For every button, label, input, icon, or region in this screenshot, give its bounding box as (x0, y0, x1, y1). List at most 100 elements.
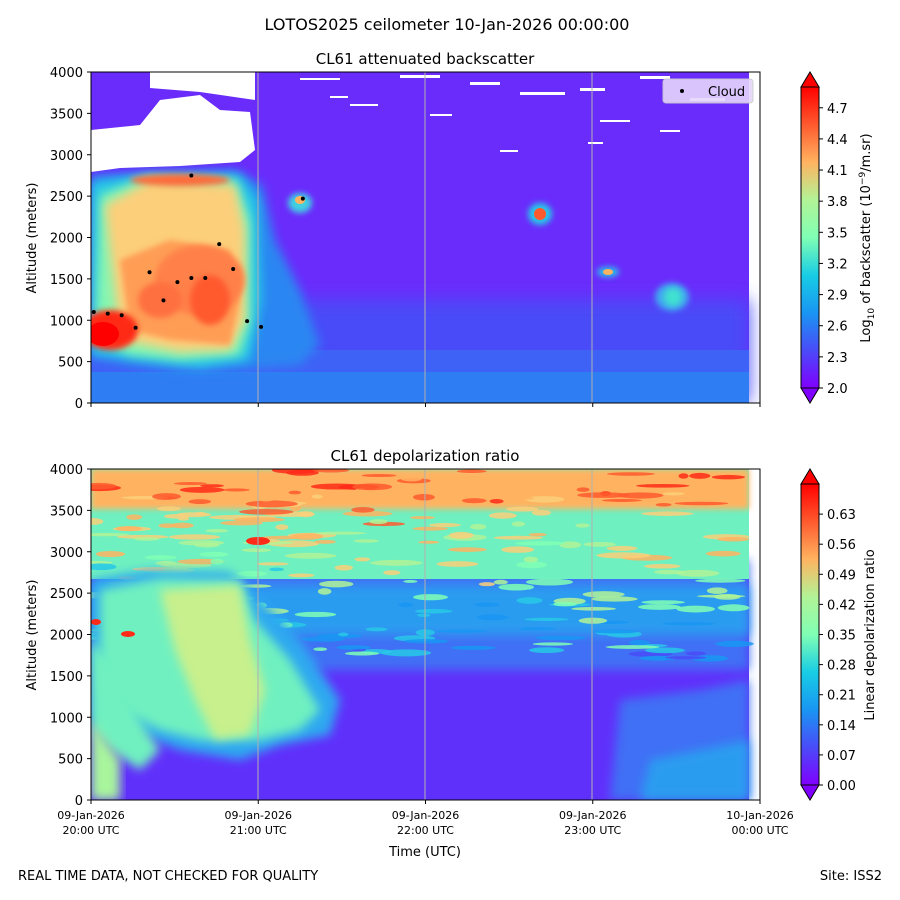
bottom-y-ticks: 0 500 1000 1500 2000 2500 3000 3500 4000 (50, 463, 91, 809)
legend: Cloud (662, 78, 754, 104)
colorbar-tick-label: 3.8 (827, 195, 848, 210)
noise-streak (194, 512, 207, 516)
noise-streak (269, 567, 285, 572)
noise-streak (576, 487, 590, 492)
noise-streak (403, 639, 449, 644)
noise-streak (152, 493, 182, 500)
colorbar-tick-label: 2.0 (827, 382, 848, 397)
noise-streak (156, 506, 181, 512)
noise-streak (591, 596, 638, 602)
noise-streak (336, 645, 371, 650)
noise-streak (628, 639, 651, 646)
bottom-x-ticks: 09-Jan-2026 20:00 UTC 09-Jan-2026 21:00 UTC… (57, 800, 794, 837)
noise-streak (354, 557, 371, 562)
noise-streak (678, 473, 689, 479)
noise-streak (501, 546, 535, 553)
noise-streak (678, 485, 707, 492)
colorbar-tick-label: 0.63 (827, 508, 856, 523)
depolarization-colorbar-label: Linear depolarization ratio (863, 549, 878, 720)
noise-streak (188, 499, 212, 505)
noise-streak (469, 523, 487, 530)
noise-streak (162, 567, 190, 572)
noise-streak (516, 597, 543, 604)
colorbar-tick-label: 2.6 (827, 320, 848, 335)
noise-streak (641, 511, 694, 516)
noise-streak (344, 651, 380, 656)
noise-streak (532, 642, 573, 646)
cloud-point (105, 311, 110, 316)
noise-streak (369, 519, 388, 525)
noise-streak (351, 507, 375, 513)
noise-streak (607, 472, 655, 476)
colorbar-tick-label: 0.42 (827, 598, 856, 613)
cloud-point (231, 266, 236, 271)
noise-streak (353, 539, 379, 543)
noise-streak (685, 651, 707, 656)
y-tick-label: 4000 (50, 66, 83, 81)
noise-streak (361, 473, 397, 478)
noise-streak (476, 614, 509, 621)
noise-streak (500, 496, 535, 501)
noise-streak (717, 604, 750, 612)
noise-streak (605, 645, 660, 649)
cloud-point (147, 270, 152, 275)
colorbar-tick-label: 0.07 (827, 749, 856, 764)
x-tick-date: 10-Jan-2026 (726, 809, 794, 822)
noise-streak (91, 533, 130, 537)
noise-streak (168, 534, 221, 540)
noise-streak (275, 524, 289, 530)
noise-streak (461, 498, 487, 504)
noise-streak (524, 496, 565, 503)
noise-streak (163, 513, 190, 519)
cloud-point (119, 313, 124, 318)
cloud-points (91, 173, 305, 330)
cloud-point (133, 325, 138, 330)
noise-streak (91, 482, 117, 490)
colorbar-tick-label: 0.00 (827, 779, 856, 794)
noise-streak (414, 608, 453, 614)
backscatter-colorbar: 2.0 2.3 2.6 2.9 3.2 3.5 3.8 4.1 4.4 4.7 Log10 of … (800, 71, 877, 404)
noise-streak (689, 472, 711, 479)
noise-streak (478, 582, 495, 587)
noise-streak (498, 583, 535, 591)
noise-streak (241, 548, 272, 553)
noise-streak (505, 506, 539, 512)
noise-streak (342, 510, 393, 517)
y-tick-label: 0 (75, 794, 83, 809)
noise-streak (583, 541, 616, 547)
noise-streak (413, 594, 449, 601)
x-tick-time: 21:00 UTC (230, 824, 287, 837)
top-x-ticks (90, 403, 761, 407)
colorbar-tick-label: 4.7 (827, 102, 848, 117)
footer-quality-note: REAL TIME DATA, NOT CHECKED FOR QUALITY (18, 869, 319, 884)
noise-streak (245, 500, 298, 508)
noise-streak (313, 647, 328, 651)
depolarization-colorbar-ticks: 0.00 0.07 0.14 0.21 0.28 0.35 0.42 0.49 0.56 0.63 (819, 508, 856, 794)
noise-streak (448, 531, 474, 539)
noise-streak (383, 570, 401, 576)
noise-streak (334, 564, 353, 571)
noise-streak (294, 611, 337, 618)
noise-streak (436, 561, 479, 567)
x-tick-date: 09-Jan-2026 (57, 809, 125, 822)
noise-streak (578, 617, 608, 624)
colorbar-tick-label: 0.49 (827, 568, 856, 583)
noise-streak (91, 563, 117, 571)
noise-streak (665, 656, 707, 660)
noise-streak (288, 490, 302, 495)
noise-streak (676, 569, 720, 577)
noise-streak (515, 541, 565, 546)
noise-streak (115, 526, 143, 532)
noise-streak (705, 550, 741, 557)
depolarization-colorbar: 0.00 0.07 0.14 0.21 0.28 0.35 0.42 0.49 0.56 0.63… (800, 468, 878, 801)
colorbar-tick-label: 3.2 (827, 257, 848, 272)
y-tick-label: 3500 (50, 504, 83, 519)
noise-streak (319, 580, 354, 588)
noise-streak (644, 647, 685, 654)
noise-streak (662, 492, 685, 496)
noise-streak (178, 540, 225, 546)
cloud-point (189, 276, 194, 281)
noise-streak (95, 550, 126, 558)
noise-streak (173, 482, 207, 486)
